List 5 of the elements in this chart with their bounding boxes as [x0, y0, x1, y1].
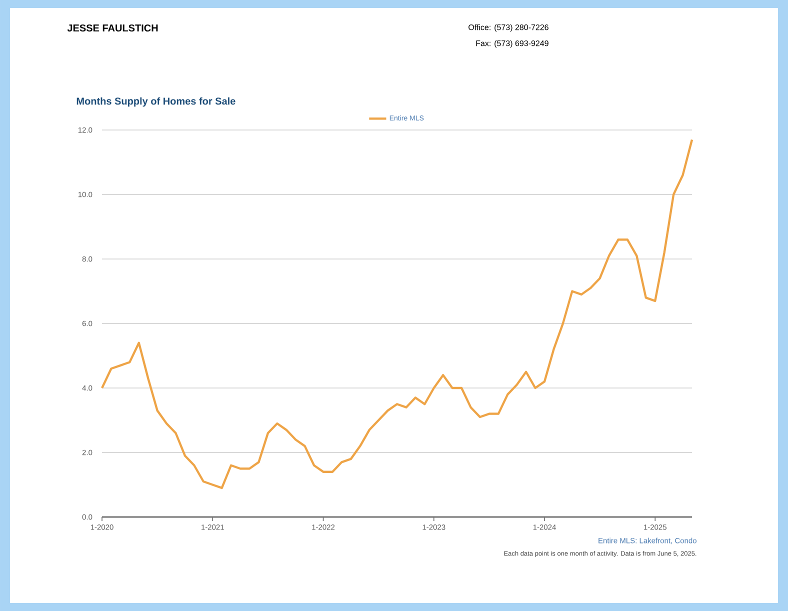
line-series	[100, 138, 694, 490]
text: Office: (573) 280-7226	[468, 24, 548, 32]
text: Fax: (573) 693-9249	[476, 40, 548, 48]
text: JESSE FAULSTICH	[67, 24, 158, 32]
chart-title: Months Supply of Homes for Sale	[76, 97, 236, 107]
